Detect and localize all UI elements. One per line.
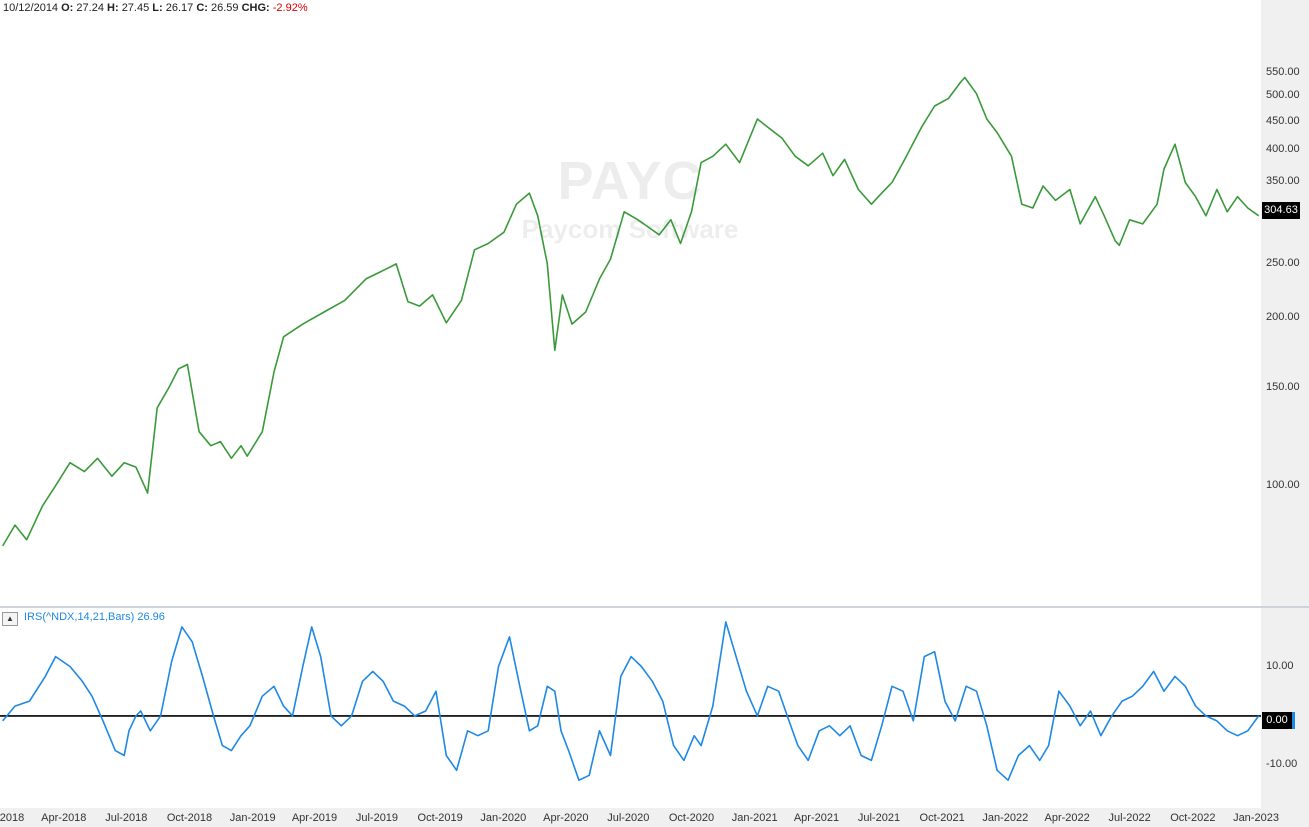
date-tick-label: Jan-2019 (229, 812, 276, 824)
change-label: CHG: (241, 2, 270, 14)
date-tick-label: Jan-2021 (731, 812, 778, 824)
price-tick-label: 450.00 (1266, 114, 1300, 127)
price-series-line (2, 76, 1260, 547)
date-tick-label: Jul-2018 (105, 812, 148, 824)
date-tick-label: Apr-2020 (543, 812, 589, 824)
date-tick-label: Apr-2021 (793, 812, 840, 824)
date-tick-label: Jan-2020 (480, 812, 527, 824)
date-axis-bar[interactable] (0, 808, 1309, 827)
indicator-series-line (2, 621, 1260, 781)
date-tick-label: Oct-2022 (1170, 812, 1216, 824)
indicator-label: IRS(^NDX,14,21,Bars) 26.96 (24, 611, 165, 623)
change-value: -2.92% (272, 2, 308, 14)
date-tick-label: Jul-2020 (607, 812, 650, 824)
date-tick-label: Jan-2022 (982, 812, 1029, 824)
date-tick-label: Oct-2020 (668, 812, 715, 824)
watermark-company: Paycom Software (521, 214, 739, 244)
price-tick-label: 200.00 (1266, 310, 1300, 323)
price-tick-label: 350.00 (1266, 175, 1300, 188)
close-label: C: (196, 2, 208, 14)
close-value: 26.59 (211, 2, 239, 14)
price-tick-label: 100.00 (1266, 478, 1300, 491)
open-value: 27.24 (76, 2, 104, 14)
date-tick-label: Jul-2021 (857, 812, 901, 824)
price-tick-label: 550.00 (1266, 66, 1300, 79)
pane-separator[interactable] (0, 606, 1309, 608)
date-tick-label: Oct-2021 (919, 812, 965, 824)
ohlc-header: 10/12/2014 O: 27.24 H: 27.45 L: 26.17 C:… (3, 2, 308, 14)
date-tick-label: Jul-2019 (355, 812, 399, 824)
high-label: H: (107, 2, 119, 14)
header-date: 10/12/2014 (3, 2, 59, 14)
high-value: 27.45 (121, 2, 150, 14)
price-tick-label: 250.00 (1266, 256, 1300, 269)
low-label: L: (152, 2, 163, 14)
date-tick-label: Apr-2019 (291, 812, 338, 824)
date-tick-label: Oct-2018 (166, 812, 213, 824)
collapse-pane-button[interactable]: ▲ (2, 612, 18, 626)
low-value: 26.17 (165, 2, 194, 14)
last-price-tag: 304.63 (1262, 202, 1300, 219)
date-tick-label: 2018 (0, 812, 25, 824)
watermark-ticker: PAYC (557, 151, 703, 211)
date-tick-label: Jan-2023 (1233, 812, 1279, 824)
price-tick-label: 500.00 (1266, 89, 1300, 102)
open-label: O: (61, 2, 74, 14)
indicator-tick-label: 10.00 (1266, 659, 1294, 672)
indicator-value-tag: 0.00 (1262, 712, 1295, 729)
price-tick-label: 400.00 (1266, 143, 1300, 156)
date-tick-label: Apr-2018 (41, 812, 87, 824)
indicator-tick-label: -10.00 (1266, 758, 1298, 771)
date-tick-label: Jul-2022 (1108, 812, 1151, 824)
date-tick-label: Oct-2019 (417, 812, 463, 824)
date-tick-label: Apr-2022 (1044, 812, 1090, 824)
price-tick-label: 150.00 (1266, 380, 1300, 393)
price-axis-rail[interactable] (1261, 0, 1309, 827)
